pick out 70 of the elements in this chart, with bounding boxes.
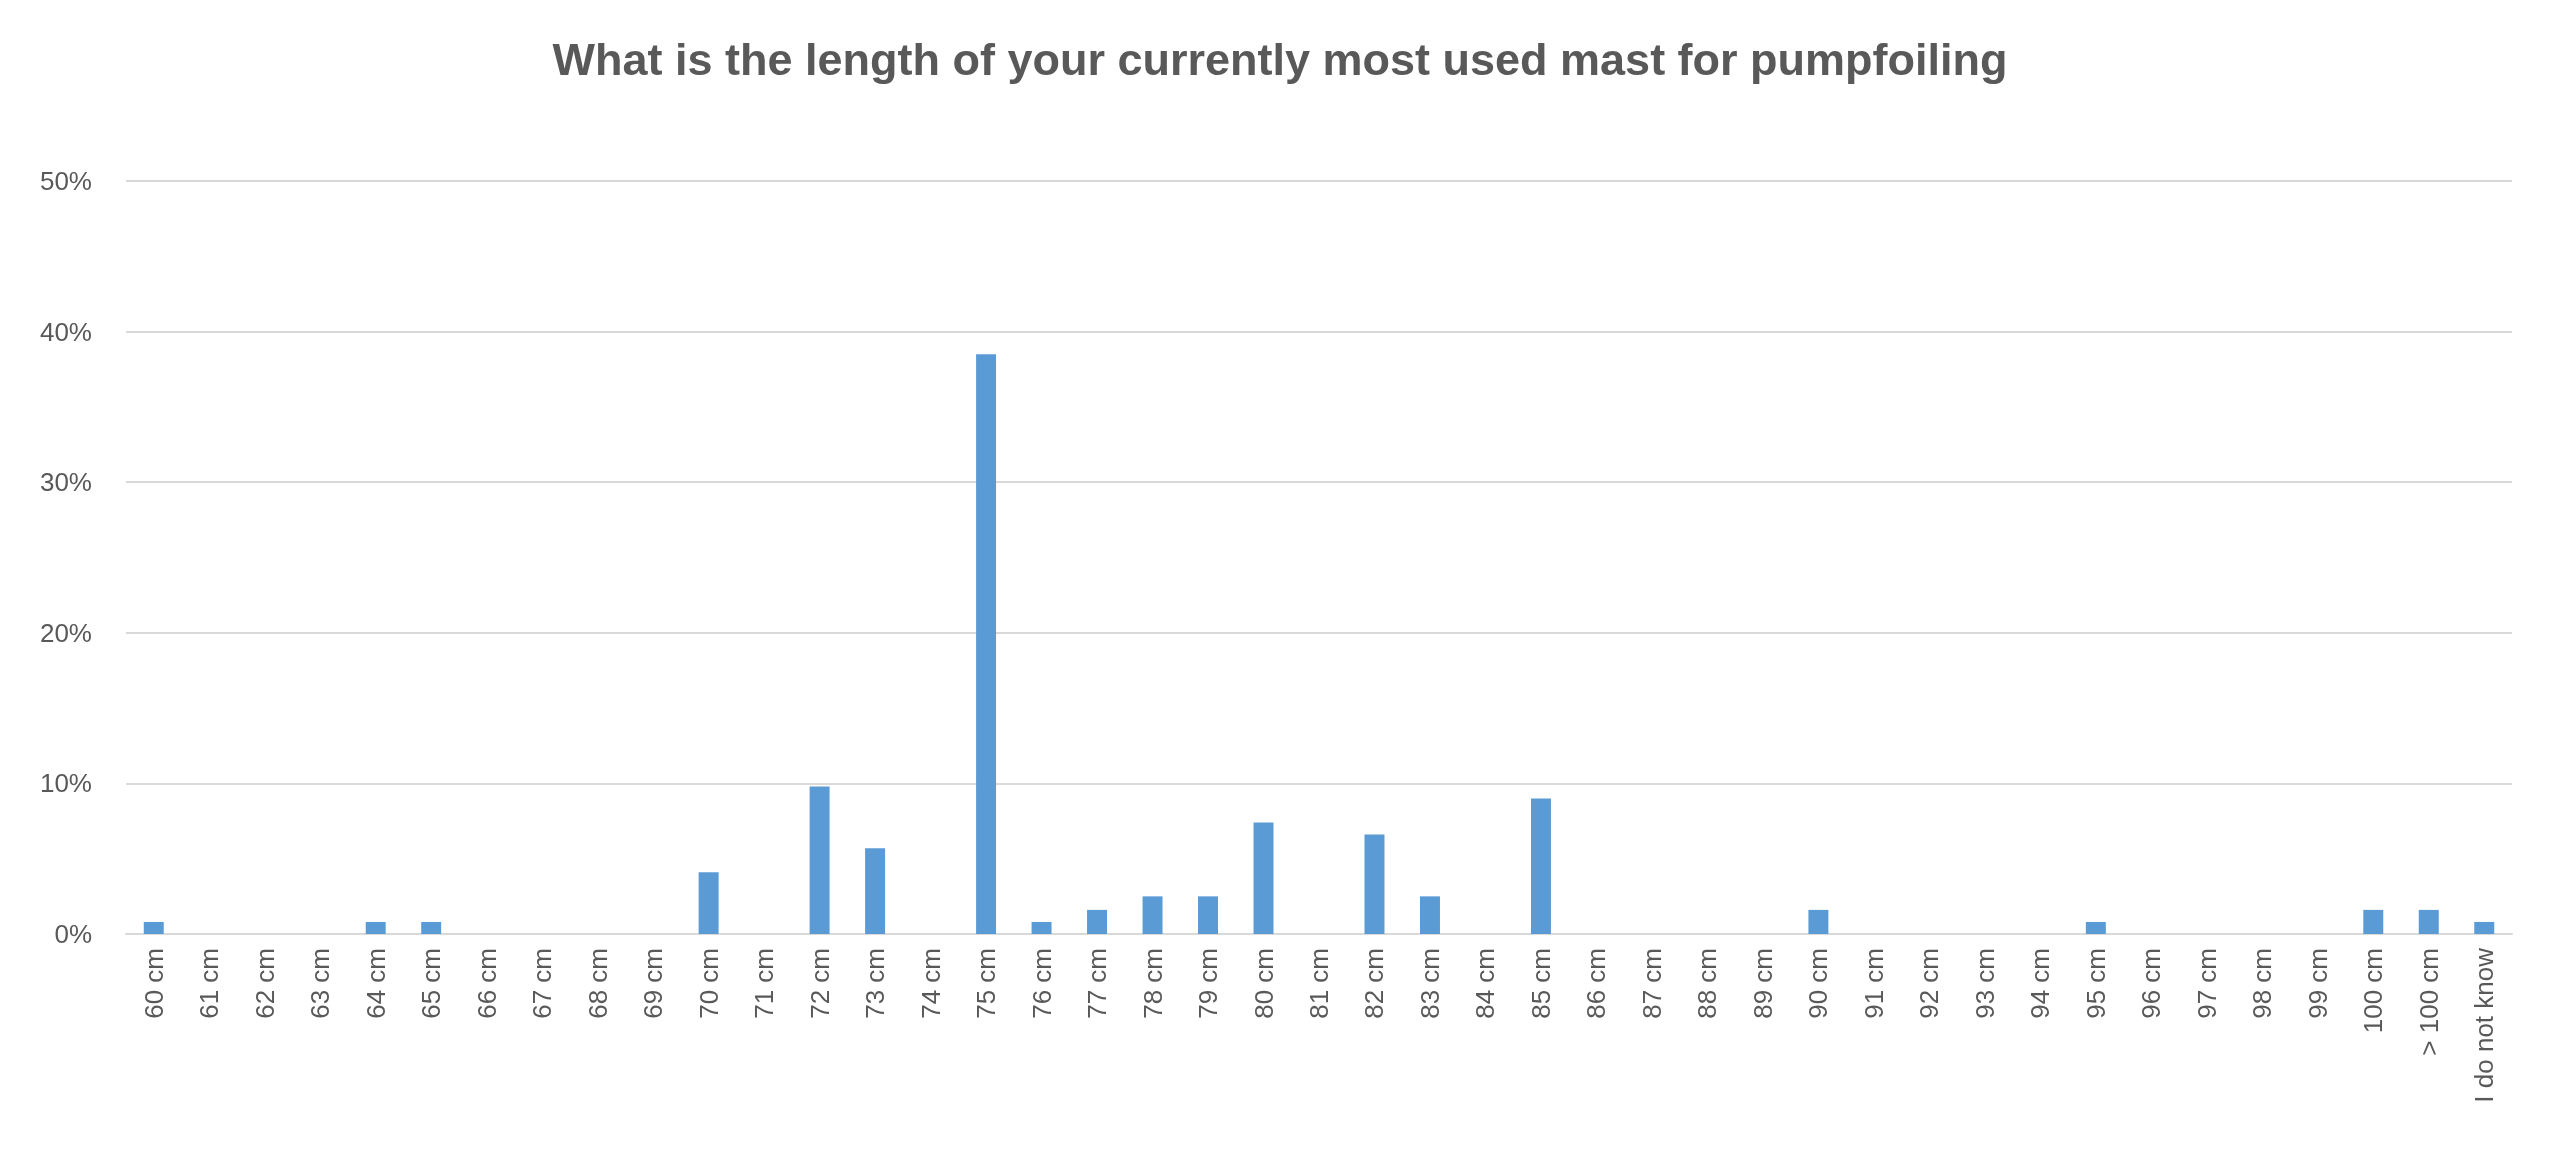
x-tick-label: 63 cm xyxy=(305,948,336,1019)
x-tick-label: 68 cm xyxy=(582,948,613,1019)
x-tick-label: 74 cm xyxy=(915,948,946,1019)
x-tick-label: 73 cm xyxy=(860,948,891,1019)
x-tick-label: 62 cm xyxy=(249,948,280,1019)
x-tick-label: 98 cm xyxy=(2247,948,2278,1019)
x-tick-label: 100 cm xyxy=(2358,948,2389,1034)
x-tick-label: 81 cm xyxy=(1304,948,1334,1019)
x-tick-label: 85 cm xyxy=(1525,948,1556,1019)
bar xyxy=(698,872,719,934)
bar xyxy=(1031,921,1052,934)
x-tick-label: 89 cm xyxy=(1747,948,1778,1019)
x-tick-label: 65 cm xyxy=(416,948,447,1019)
bar xyxy=(2418,909,2439,934)
bar xyxy=(143,921,164,934)
x-tick-label: 87 cm xyxy=(1636,948,1667,1019)
chart-title: What is the length of your currently most used mast for pumpfoiling xyxy=(552,34,2008,85)
x-tick-label: I do not know xyxy=(2469,947,2500,1103)
y-tick-label: 30% xyxy=(39,467,92,498)
bar xyxy=(1087,909,1108,934)
x-tick-label: 88 cm xyxy=(1692,948,1723,1019)
x-tick-label: 94 cm xyxy=(2025,948,2056,1019)
bar xyxy=(365,921,386,934)
y-tick-label: 10% xyxy=(39,768,92,799)
x-tick-label: 93 cm xyxy=(1969,948,2000,1019)
y-tick-label: 0% xyxy=(54,919,92,949)
bar xyxy=(421,921,442,934)
x-tick-label: 70 cm xyxy=(693,948,724,1019)
x-tick-label: > 100 cm xyxy=(2413,948,2444,1056)
x-tick-label: 76 cm xyxy=(1026,948,1057,1019)
x-tick-label: 96 cm xyxy=(2136,948,2167,1019)
y-tick-label: 20% xyxy=(39,617,92,648)
x-tick-label: 67 cm xyxy=(527,948,558,1019)
bar xyxy=(976,354,997,934)
x-tick-label: 79 cm xyxy=(1193,948,1224,1019)
x-tick-label: 91 cm xyxy=(1858,948,1889,1019)
x-tick-label: 83 cm xyxy=(1414,948,1445,1019)
bar xyxy=(865,848,886,934)
x-tick-label: 72 cm xyxy=(804,948,835,1019)
x-tick-label: 80 cm xyxy=(1248,948,1279,1019)
bar xyxy=(1253,822,1274,934)
x-tick-label: 60 cm xyxy=(138,948,169,1019)
bar xyxy=(1808,909,1829,934)
x-tick-label: 95 cm xyxy=(2080,948,2111,1019)
x-tick-label: 86 cm xyxy=(1581,948,1612,1019)
bar xyxy=(1530,798,1551,934)
y-tick-label: 40% xyxy=(39,316,92,347)
x-tick-label: 64 cm xyxy=(360,948,391,1019)
bar xyxy=(1142,896,1163,934)
x-tick-label: 97 cm xyxy=(2191,948,2222,1019)
x-tick-label: 82 cm xyxy=(1359,948,1390,1019)
x-tick-label: 77 cm xyxy=(1082,948,1113,1019)
y-tick-label: 50% xyxy=(39,166,92,196)
bar xyxy=(1419,896,1440,934)
x-tick-label: 71 cm xyxy=(749,948,780,1019)
bar xyxy=(2474,921,2495,934)
bar xyxy=(809,786,830,934)
bar xyxy=(2363,909,2384,934)
x-tick-label: 90 cm xyxy=(1803,948,1834,1019)
x-tick-label: 84 cm xyxy=(1470,948,1501,1019)
x-tick-label: 61 cm xyxy=(194,948,225,1019)
x-tick-label: 92 cm xyxy=(1914,948,1945,1019)
x-tick-label: 69 cm xyxy=(638,948,669,1019)
x-tick-label: 99 cm xyxy=(2302,948,2333,1019)
bar xyxy=(1198,896,1219,934)
bar xyxy=(2085,921,2106,934)
x-tick-label: 75 cm xyxy=(971,948,1002,1019)
x-tick-label: 66 cm xyxy=(471,948,502,1019)
bar xyxy=(1364,834,1385,934)
x-tick-label: 78 cm xyxy=(1137,948,1168,1019)
